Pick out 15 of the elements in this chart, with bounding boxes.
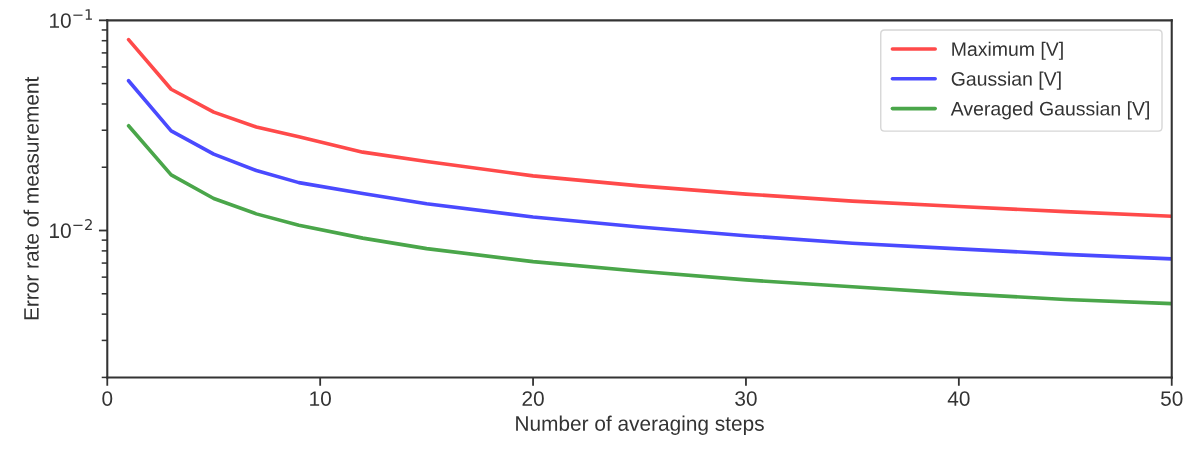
y-axis-title: Error rate of measurement xyxy=(23,76,39,320)
line-series xyxy=(126,123,1172,306)
x-tick-label: 10 xyxy=(310,391,331,406)
x-tick-label: 50 xyxy=(1160,391,1183,406)
legend-label: Averaged Gaussian [V] xyxy=(950,101,1149,120)
line-series xyxy=(126,37,1172,218)
x-tick-label: 0 xyxy=(102,391,113,406)
y-tick-label: 10$^{−1}$ xyxy=(50,9,92,28)
x-tick-label: 30 xyxy=(735,391,757,406)
x-tick-label: 40 xyxy=(947,391,970,406)
legend-label: Gaussian [V] xyxy=(951,71,1061,90)
x-tick-label: 20 xyxy=(522,391,544,406)
y-tick-label: 10$^{−2}$ xyxy=(50,219,92,239)
x-axis-title: Number of averaging steps xyxy=(516,415,764,436)
legend-label: Maximum [V] xyxy=(952,41,1063,60)
